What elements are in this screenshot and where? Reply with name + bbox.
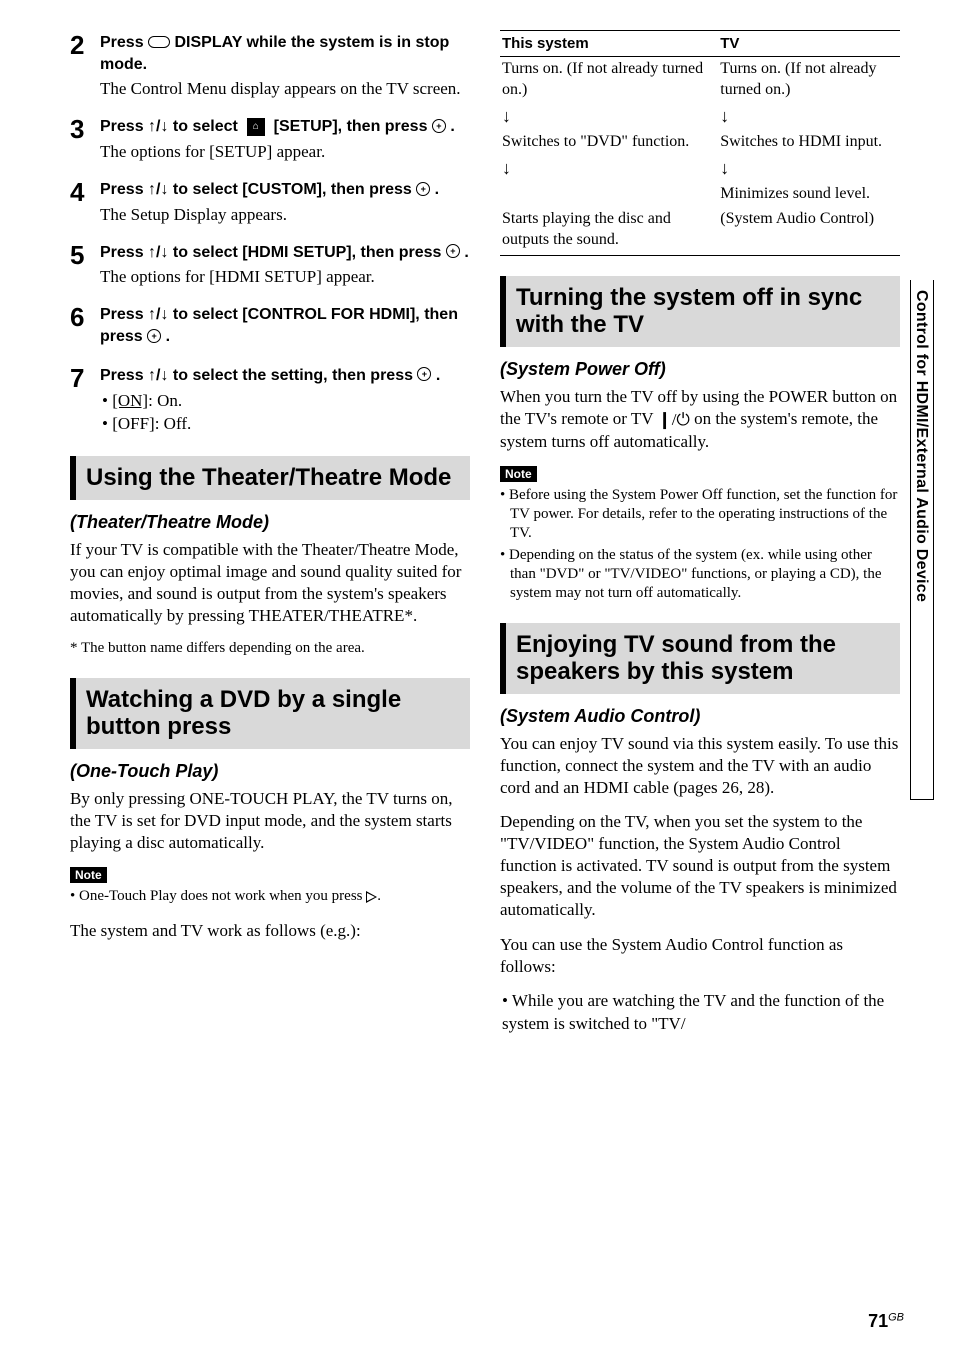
table-cell: Turns on. (If not already turned on.): [500, 57, 718, 103]
table-cell: [500, 182, 718, 207]
side-tab-label: Control for HDMI/External Audio Device: [912, 290, 930, 602]
body-audio-1: You can enjoy TV sound via this system e…: [500, 733, 900, 799]
enter-icon: +: [416, 182, 430, 196]
step-description: The options for [SETUP] appear.: [100, 141, 470, 163]
heading-one-touch: Watching a DVD by a single button press: [70, 678, 470, 749]
step-instruction: Press ↑/↓ to select ⌂ [SETUP], then pres…: [100, 116, 470, 138]
option-off: [OFF]: Off.: [102, 413, 470, 436]
display-icon: [148, 36, 170, 48]
step-description: The Setup Display appears.: [100, 204, 470, 226]
left-column: 2 Press DISPLAY while the system is in s…: [70, 30, 470, 1036]
note-item: One-Touch Play does not work when you pr…: [70, 887, 470, 906]
note-item: Before using the System Power Off functi…: [500, 486, 900, 542]
right-column: This system TV Turns on. (If not already…: [500, 30, 900, 1036]
system-tv-table: This system TV Turns on. (If not already…: [500, 30, 900, 256]
subhead-power-off: (System Power Off): [500, 359, 900, 380]
step-number: 5: [70, 240, 100, 291]
step-number: 3: [70, 114, 100, 165]
step-instruction: Press ↑/↓ to select [CONTROL FOR HDMI], …: [100, 304, 470, 347]
down-arrow-icon: ↓: [718, 103, 900, 130]
step-2: 2 Press DISPLAY while the system is in s…: [70, 30, 470, 102]
step-6: 6 Press ↑/↓ to select [CONTROL FOR HDMI]…: [70, 302, 470, 350]
heading-power-off: Turning the system off in sync with the …: [500, 276, 900, 347]
step-number: 6: [70, 302, 100, 350]
table-cell: Starts playing the disc and outputs the …: [500, 207, 718, 255]
step-number: 2: [70, 30, 100, 102]
table-cell: (System Audio Control): [718, 207, 900, 255]
table-header-tv: TV: [718, 31, 900, 57]
table-cell: Switches to "DVD" function.: [500, 130, 718, 155]
step-number: 4: [70, 177, 100, 228]
note-item: Depending on the status of the system (e…: [500, 546, 900, 602]
subhead-one-touch: (One-Touch Play): [70, 761, 470, 782]
subhead-theater-mode: (Theater/Theatre Mode): [70, 512, 470, 533]
table-header-system: This system: [500, 31, 718, 57]
step-5: 5 Press ↑/↓ to select [HDMI SETUP], then…: [70, 240, 470, 291]
body-theater-mode: If your TV is compatible with the Theate…: [70, 539, 470, 627]
body-one-touch: By only pressing ONE-TOUCH PLAY, the TV …: [70, 788, 470, 854]
subhead-audio-control: (System Audio Control): [500, 706, 900, 727]
enter-icon: +: [417, 367, 431, 381]
step-7: 7 Press ↑/↓ to select the setting, then …: [70, 363, 470, 436]
play-icon: [366, 891, 377, 903]
step-instruction: Press ↑/↓ to select [CUSTOM], then press…: [100, 179, 470, 201]
down-arrow-icon: ↓: [718, 155, 900, 182]
note-list-power-off: Before using the System Power Off functi…: [500, 486, 900, 603]
heading-theater-mode: Using the Theater/Theatre Mode: [70, 456, 470, 500]
step-4: 4 Press ↑/↓ to select [CUSTOM], then pre…: [70, 177, 470, 228]
step-instruction: Press ↑/↓ to select the setting, then pr…: [100, 365, 470, 387]
note-list-one-touch: One-Touch Play does not work when you pr…: [70, 887, 470, 906]
down-arrow-icon: ↓: [500, 103, 718, 130]
body-one-touch-2: The system and TV work as follows (e.g.)…: [70, 920, 470, 942]
footnote-theater: * The button name differs depending on t…: [70, 639, 470, 658]
audio-bullet-item: While you are watching the TV and the fu…: [502, 990, 900, 1036]
table-cell: Switches to HDMI input.: [718, 130, 900, 155]
power-icon: ❙/⏻: [657, 409, 689, 431]
step-description: The Control Menu display appears on the …: [100, 78, 470, 100]
table-cell: Minimizes sound level.: [718, 182, 900, 207]
option-on: [ON]: On.: [102, 390, 470, 413]
down-arrow-icon: ↓: [500, 155, 718, 182]
enter-icon: +: [446, 244, 460, 258]
body-audio-2: Depending on the TV, when you set the sy…: [500, 811, 900, 921]
body-power-off: When you turn the TV off by using the PO…: [500, 386, 900, 453]
step-number: 7: [70, 363, 100, 436]
step-3: 3 Press ↑/↓ to select ⌂ [SETUP], then pr…: [70, 114, 470, 165]
step-instruction: Press DISPLAY while the system is in sto…: [100, 32, 470, 75]
note-label: Note: [70, 867, 107, 883]
body-audio-3: You can use the System Audio Control fun…: [500, 934, 900, 978]
audio-bullet-list: While you are watching the TV and the fu…: [500, 990, 900, 1036]
setup-icon: ⌂: [247, 118, 265, 136]
enter-icon: +: [147, 329, 161, 343]
page-number: 71GB: [868, 1311, 904, 1332]
setting-options: [ON]: On. [OFF]: Off.: [100, 390, 470, 436]
heading-audio-control: Enjoying TV sound from the speakers by t…: [500, 623, 900, 694]
table-cell: Turns on. (If not already turned on.): [718, 57, 900, 103]
step-instruction: Press ↑/↓ to select [HDMI SETUP], then p…: [100, 242, 470, 264]
step-description: The options for [HDMI SETUP] appear.: [100, 266, 470, 288]
enter-icon: +: [432, 119, 446, 133]
note-label: Note: [500, 466, 537, 482]
